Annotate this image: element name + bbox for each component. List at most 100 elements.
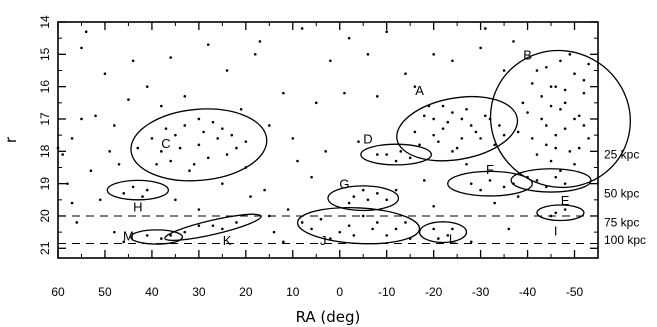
- data-point: [545, 143, 548, 147]
- region-ellipses: [106, 49, 631, 245]
- data-point: [80, 46, 83, 50]
- data-point: [563, 182, 567, 185]
- data-point: [103, 72, 107, 76]
- data-point: [394, 188, 398, 192]
- data-point: [361, 214, 365, 218]
- region-label-G: G: [339, 177, 349, 192]
- data-point: [474, 130, 478, 134]
- region-ellipse-M: [130, 229, 184, 245]
- data-points: [56, 27, 590, 244]
- data-point: [493, 143, 496, 147]
- region-ellipse-F: [447, 170, 533, 197]
- data-point: [338, 230, 342, 234]
- data-point: [211, 120, 215, 124]
- data-point: [563, 88, 567, 92]
- data-point: [253, 53, 257, 56]
- data-point: [160, 150, 163, 153]
- data-point: [404, 221, 407, 224]
- data-point: [568, 150, 572, 153]
- data-point: [554, 146, 558, 150]
- x-tick-label: -50: [566, 285, 584, 299]
- data-point: [493, 201, 496, 205]
- data-point: [113, 124, 116, 127]
- data-point: [437, 237, 440, 240]
- data-point: [469, 240, 473, 244]
- data-point: [418, 143, 421, 147]
- data-point: [376, 153, 379, 156]
- data-point: [108, 150, 111, 153]
- data-point: [160, 104, 163, 108]
- data-point: [441, 104, 445, 108]
- data-point: [352, 234, 356, 237]
- data-point: [174, 133, 177, 137]
- x-tick-label: 40: [145, 285, 159, 299]
- region-ellipse-I: [536, 204, 585, 222]
- data-point: [352, 195, 356, 198]
- data-point: [479, 188, 482, 192]
- data-point: [451, 59, 454, 63]
- data-point: [239, 107, 243, 111]
- data-point: [366, 53, 370, 56]
- data-point: [535, 69, 539, 72]
- data-point: [469, 124, 473, 127]
- distance-label: 25 kpc: [604, 148, 639, 162]
- data-point: [530, 137, 534, 140]
- data-point: [573, 72, 576, 76]
- region-ellipse-B: [489, 49, 631, 189]
- data-point: [455, 146, 459, 150]
- region-label-B: B: [523, 47, 532, 62]
- region-ellipse-D: [360, 143, 432, 166]
- data-point: [385, 153, 388, 156]
- data-point: [432, 53, 435, 56]
- data-point: [446, 234, 450, 237]
- data-point: [197, 143, 201, 147]
- data-point: [385, 198, 388, 202]
- y-tick-label: 15: [38, 47, 52, 61]
- x-tick-label: 50: [98, 285, 112, 299]
- data-point: [347, 224, 351, 227]
- data-point: [155, 162, 158, 166]
- data-point: [446, 120, 450, 124]
- data-point: [169, 56, 172, 59]
- data-point: [258, 40, 262, 43]
- data-point: [432, 117, 435, 121]
- data-point: [174, 198, 177, 202]
- data-point: [540, 117, 543, 121]
- data-point: [563, 127, 567, 130]
- region-ellipse-J: [296, 206, 421, 245]
- data-point: [469, 182, 473, 185]
- y-axis-label: r: [2, 136, 20, 143]
- data-point: [371, 227, 374, 231]
- data-point: [249, 195, 252, 198]
- data-point: [347, 201, 351, 205]
- data-point: [376, 192, 379, 195]
- data-point: [188, 169, 191, 173]
- y-tick-label: 14: [38, 15, 52, 29]
- data-point: [164, 127, 168, 130]
- data-point: [507, 227, 511, 231]
- data-point: [460, 137, 464, 140]
- data-point: [563, 208, 567, 211]
- data-point: [244, 140, 248, 143]
- data-point: [211, 224, 215, 227]
- y-tick-label: 16: [38, 80, 52, 94]
- data-point: [554, 211, 558, 215]
- data-point: [319, 217, 323, 221]
- data-point: [408, 237, 412, 240]
- data-point: [516, 130, 520, 134]
- plot-frame: [57, 21, 599, 259]
- data-point: [587, 137, 590, 140]
- data-point: [432, 133, 435, 137]
- y-tick-label: 21: [38, 241, 52, 255]
- y-tick-label: 17: [38, 112, 52, 126]
- data-point: [221, 182, 224, 185]
- data-point: [498, 124, 501, 127]
- data-point: [268, 124, 271, 127]
- data-point: [554, 85, 558, 88]
- data-point: [80, 117, 83, 121]
- data-point: [441, 127, 445, 130]
- data-point: [206, 156, 210, 160]
- data-point: [197, 224, 201, 227]
- data-point: [549, 85, 553, 88]
